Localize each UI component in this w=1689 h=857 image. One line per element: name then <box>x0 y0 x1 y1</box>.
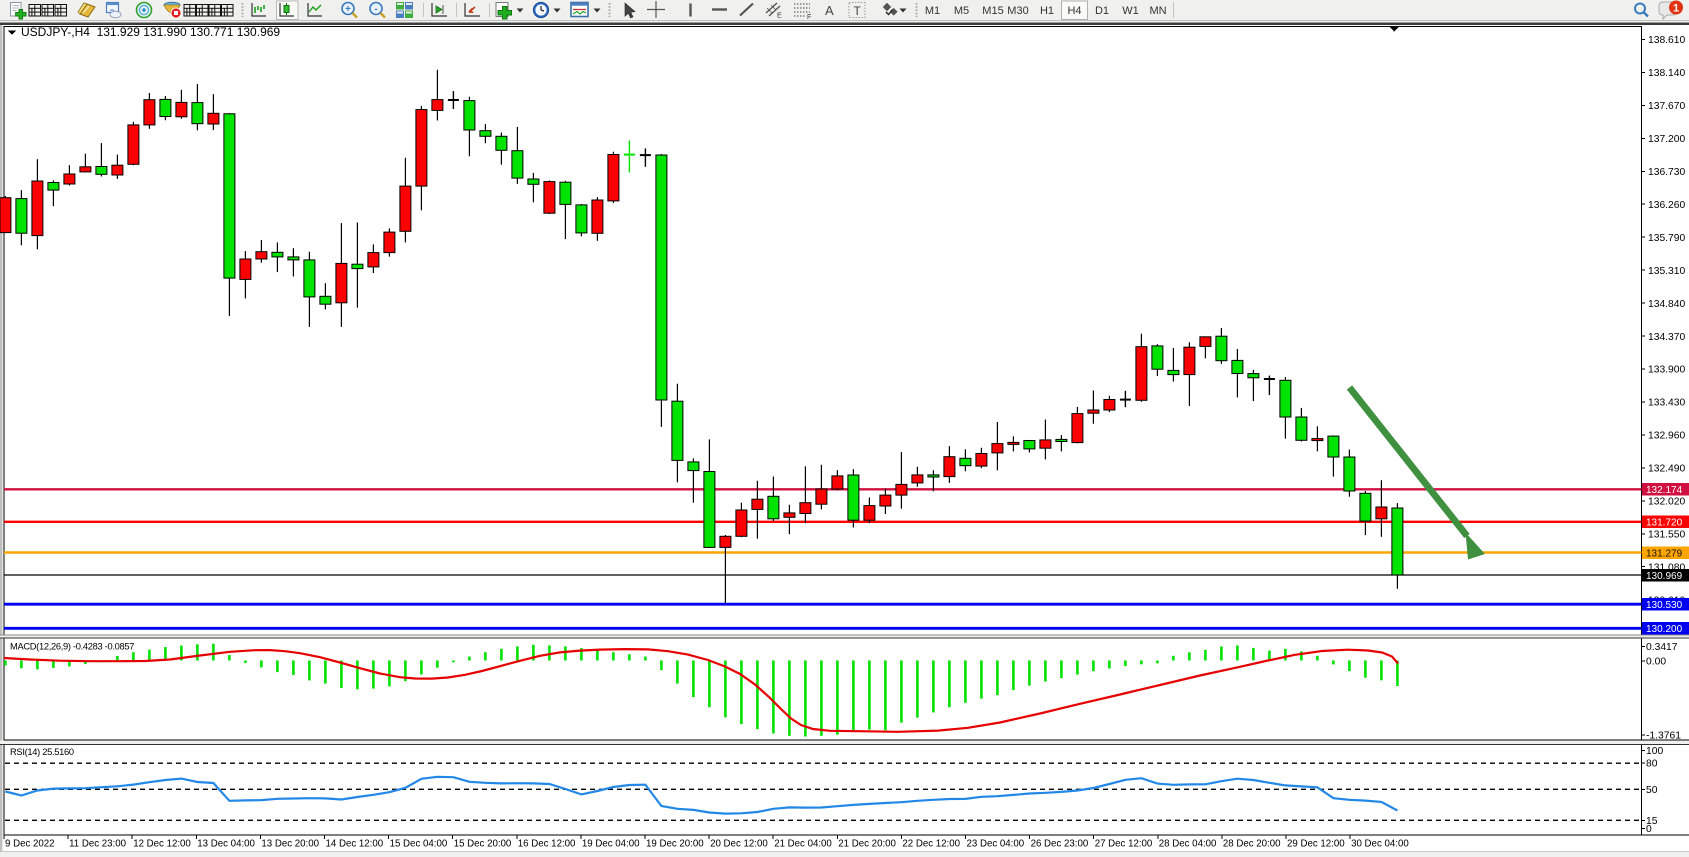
svg-text:130.200: 130.200 <box>1646 624 1683 635</box>
svg-text:16 Dec 12:00: 16 Dec 12:00 <box>518 839 576 850</box>
svg-text:132.174: 132.174 <box>1646 485 1683 496</box>
svg-text:RSI(14) 25.5160: RSI(14) 25.5160 <box>10 747 74 757</box>
svg-text:131.080: 131.080 <box>1648 562 1685 573</box>
svg-text:138.610: 138.610 <box>1648 35 1685 46</box>
svg-text:30 Dec 04:00: 30 Dec 04:00 <box>1351 839 1409 850</box>
svg-text:0.00: 0.00 <box>1646 657 1666 668</box>
svg-text:T: T <box>854 4 862 18</box>
svg-text:19 Dec 20:00: 19 Dec 20:00 <box>646 839 704 850</box>
svg-text:132.020: 132.020 <box>1648 497 1685 508</box>
svg-text:H4: H4 <box>1067 5 1081 17</box>
svg-text:135.790: 135.790 <box>1648 233 1685 244</box>
svg-text:M15: M15 <box>982 5 1003 17</box>
svg-text:E: E <box>777 13 782 20</box>
svg-text:9 Dec 2022: 9 Dec 2022 <box>5 839 55 850</box>
svg-text:0.3417: 0.3417 <box>1646 642 1678 653</box>
svg-text:23 Dec 04:00: 23 Dec 04:00 <box>967 839 1025 850</box>
svg-text:20 Dec 12:00: 20 Dec 12:00 <box>710 839 768 850</box>
svg-text:-: - <box>374 4 377 15</box>
svg-text:0: 0 <box>1646 824 1652 835</box>
svg-text:80: 80 <box>1646 759 1658 770</box>
svg-text:29 Dec 12:00: 29 Dec 12:00 <box>1287 839 1345 850</box>
svg-text:M30: M30 <box>1007 5 1028 17</box>
svg-text:1: 1 <box>1673 3 1679 15</box>
svg-text:USDJPY-,H4 131.929 131.990 13: USDJPY-,H4 131.929 131.990 130.771 130.9… <box>21 25 280 39</box>
svg-text:15: 15 <box>1646 816 1658 827</box>
svg-text:130.969: 130.969 <box>1646 571 1683 582</box>
svg-text:135.310: 135.310 <box>1648 266 1685 277</box>
svg-text:21 Dec 04:00: 21 Dec 04:00 <box>774 839 832 850</box>
svg-text:MACD(12,26,9) -0.4283 -0.0857: MACD(12,26,9) -0.4283 -0.0857 <box>10 642 134 652</box>
svg-text:15 Dec 20:00: 15 Dec 20:00 <box>454 839 512 850</box>
svg-text:W1: W1 <box>1122 5 1139 17</box>
svg-text:134.370: 134.370 <box>1648 332 1685 343</box>
svg-text:28 Dec 20:00: 28 Dec 20:00 <box>1223 839 1281 850</box>
svg-text:13 Dec 20:00: 13 Dec 20:00 <box>261 839 319 850</box>
svg-text:138.140: 138.140 <box>1648 68 1685 79</box>
svg-text:21 Dec 20:00: 21 Dec 20:00 <box>838 839 896 850</box>
svg-text:28 Dec 04:00: 28 Dec 04:00 <box>1159 839 1217 850</box>
svg-text:50: 50 <box>1646 785 1658 796</box>
svg-text:27 Dec 12:00: 27 Dec 12:00 <box>1095 839 1153 850</box>
svg-text:D1: D1 <box>1095 5 1109 17</box>
svg-text:137.670: 137.670 <box>1648 101 1685 112</box>
svg-text:M1: M1 <box>925 5 940 17</box>
svg-text:F: F <box>807 14 811 21</box>
svg-text:132.960: 132.960 <box>1648 431 1685 442</box>
svg-text:M5: M5 <box>954 5 969 17</box>
svg-text:131.279: 131.279 <box>1646 548 1683 559</box>
svg-text:+: + <box>345 4 351 15</box>
svg-text:137.200: 137.200 <box>1648 134 1685 145</box>
svg-text:132.490: 132.490 <box>1648 464 1685 475</box>
svg-text:133.900: 133.900 <box>1648 365 1685 376</box>
svg-text:A: A <box>825 3 834 18</box>
svg-text:136.260: 136.260 <box>1648 200 1685 211</box>
svg-text:19 Dec 04:00: 19 Dec 04:00 <box>582 839 640 850</box>
svg-text:26 Dec 23:00: 26 Dec 23:00 <box>1031 839 1089 850</box>
svg-text:-1.3761: -1.3761 <box>1646 731 1681 742</box>
svg-text:131.550: 131.550 <box>1648 530 1685 541</box>
svg-text:136.730: 136.730 <box>1648 167 1685 178</box>
svg-text:130.530: 130.530 <box>1646 600 1683 611</box>
svg-text:133.430: 133.430 <box>1648 398 1685 409</box>
svg-text:100: 100 <box>1646 746 1663 757</box>
svg-text:12 Dec 12:00: 12 Dec 12:00 <box>133 839 191 850</box>
svg-text:131.720: 131.720 <box>1646 518 1683 529</box>
svg-text:11 Dec 23:00: 11 Dec 23:00 <box>69 839 127 850</box>
svg-text:15 Dec 04:00: 15 Dec 04:00 <box>390 839 448 850</box>
svg-text:13 Dec 04:00: 13 Dec 04:00 <box>197 839 255 850</box>
svg-text:H1: H1 <box>1040 5 1054 17</box>
svg-text:22 Dec 12:00: 22 Dec 12:00 <box>902 839 960 850</box>
svg-text:14 Dec 12:00: 14 Dec 12:00 <box>326 839 384 850</box>
svg-text:134.840: 134.840 <box>1648 299 1685 310</box>
svg-text:MN: MN <box>1149 5 1166 17</box>
